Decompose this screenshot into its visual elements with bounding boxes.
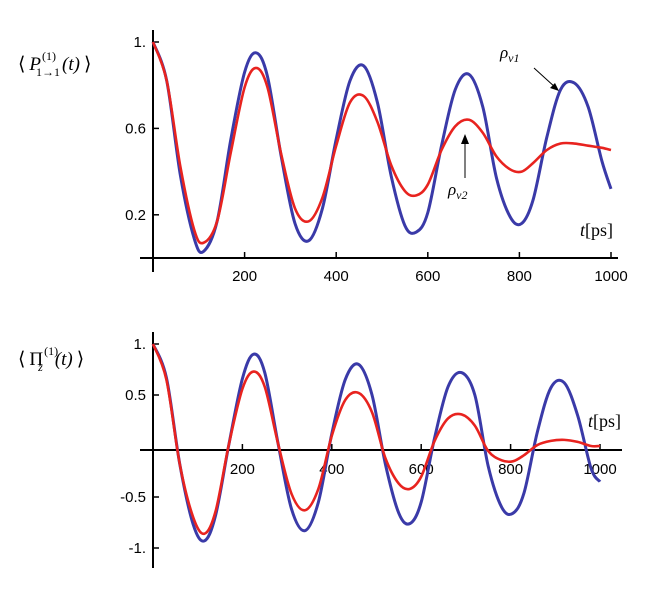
top-y-axis-label: ⟨ P(1) 1→1 (t) ⟩ xyxy=(18,49,91,79)
y-tick-label: 0.6 xyxy=(125,120,146,137)
top-x-axis-label: t[ps] xyxy=(580,220,613,240)
annotation-arrowhead-rho-v2 xyxy=(461,134,469,144)
annotation-arrowhead-rho-v1 xyxy=(550,83,559,91)
series-line-rho-v1 xyxy=(151,343,602,543)
annotation-rho-v1: ρv1 xyxy=(499,43,520,65)
top-panel: 200 400 600 800 1000 1. 0.6 0.2 ⟨ P(1) 1→1 (t) ⟩ t[… xyxy=(18,30,628,285)
series-line-rho-v1 xyxy=(151,41,613,254)
series-line-rho-v2 xyxy=(151,41,612,245)
x-tick-label: 800 xyxy=(498,461,523,478)
y-tick-label: 1. xyxy=(133,34,146,51)
top-ticks: 200 400 600 800 1000 1. 0.6 0.2 xyxy=(125,34,628,285)
annotation-rho-v2: ρv2 xyxy=(447,180,468,202)
x-tick-label: 200 xyxy=(232,268,257,285)
x-tick-label: 1000 xyxy=(594,268,627,285)
y-tick-label: -0.5 xyxy=(120,489,146,506)
y-tick-label: -1. xyxy=(128,540,146,557)
y-tick-label: 0.2 xyxy=(125,207,146,224)
top-series-group xyxy=(151,41,613,254)
bottom-y-axis-label: ⟨ Π(1) z (t) ⟩ xyxy=(18,344,84,374)
x-tick-label: 600 xyxy=(415,268,440,285)
bottom-series-group xyxy=(151,343,602,543)
x-tick-label: 400 xyxy=(324,268,349,285)
annotation-arrow-rho-v1 xyxy=(533,67,557,89)
y-tick-label: 0.5 xyxy=(125,387,146,404)
bottom-x-axis-label: t[ps] xyxy=(588,411,621,431)
x-tick-label: 800 xyxy=(507,268,532,285)
y-tick-label: 1. xyxy=(133,336,146,353)
x-tick-label: 200 xyxy=(230,461,255,478)
series-line-rho-v2 xyxy=(151,343,601,536)
